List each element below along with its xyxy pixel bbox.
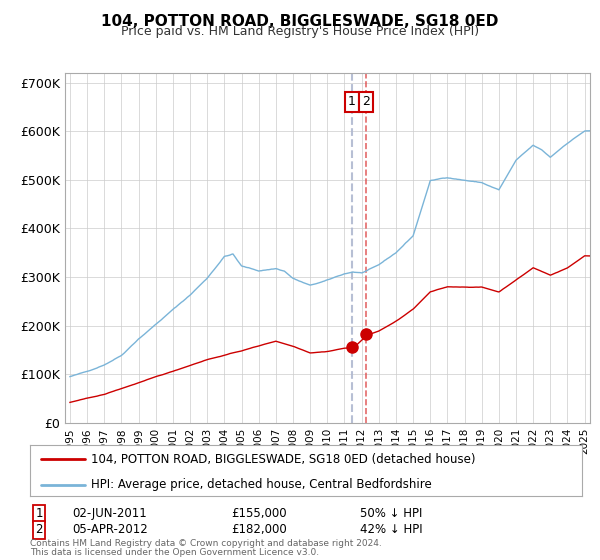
Text: HPI: Average price, detached house, Central Bedfordshire: HPI: Average price, detached house, Cent… — [91, 478, 431, 491]
Text: £182,000: £182,000 — [231, 523, 287, 536]
Text: This data is licensed under the Open Government Licence v3.0.: This data is licensed under the Open Gov… — [30, 548, 319, 557]
Text: Contains HM Land Registry data © Crown copyright and database right 2024.: Contains HM Land Registry data © Crown c… — [30, 539, 382, 548]
Text: 05-APR-2012: 05-APR-2012 — [72, 523, 148, 536]
Text: 1: 1 — [35, 507, 43, 520]
Text: 104, POTTON ROAD, BIGGLESWADE, SG18 0ED: 104, POTTON ROAD, BIGGLESWADE, SG18 0ED — [101, 14, 499, 29]
Text: 2: 2 — [35, 523, 43, 536]
Text: 42% ↓ HPI: 42% ↓ HPI — [360, 523, 422, 536]
Text: 50% ↓ HPI: 50% ↓ HPI — [360, 507, 422, 520]
Text: 104, POTTON ROAD, BIGGLESWADE, SG18 0ED (detached house): 104, POTTON ROAD, BIGGLESWADE, SG18 0ED … — [91, 453, 475, 466]
Text: Price paid vs. HM Land Registry's House Price Index (HPI): Price paid vs. HM Land Registry's House … — [121, 25, 479, 38]
Text: 1: 1 — [347, 95, 356, 109]
Text: 2: 2 — [362, 95, 370, 109]
Text: 02-JUN-2011: 02-JUN-2011 — [72, 507, 147, 520]
Text: £155,000: £155,000 — [231, 507, 287, 520]
